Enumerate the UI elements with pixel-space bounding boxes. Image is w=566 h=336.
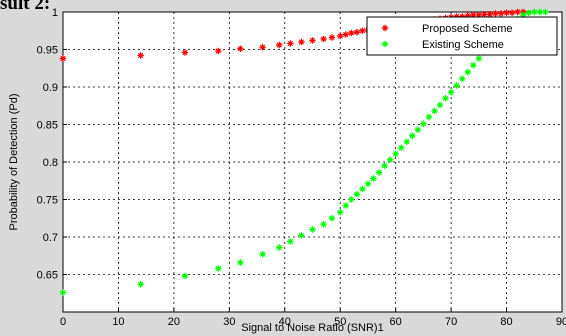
- y-axis-label: Probability of Detection (Pd): [8, 94, 20, 231]
- data-point: [298, 232, 304, 238]
- data-point: [514, 9, 520, 15]
- y-tick-label: 1: [52, 7, 58, 19]
- data-point: [453, 82, 459, 88]
- y-tick-label: 0.7: [43, 232, 58, 244]
- data-point: [503, 10, 509, 16]
- data-point: [329, 215, 335, 221]
- data-point: [287, 238, 293, 244]
- x-tick-label: 0: [60, 316, 66, 328]
- data-point: [531, 9, 537, 15]
- data-point: [459, 76, 465, 82]
- y-tick-label: 0.75: [37, 195, 58, 207]
- data-point: [409, 133, 415, 139]
- data-point: [287, 40, 293, 46]
- data-point: [365, 181, 371, 187]
- data-point: [298, 39, 304, 45]
- y-tick-label: 0.85: [37, 120, 58, 132]
- data-point: [182, 49, 188, 55]
- x-tick-label: 80: [500, 316, 512, 328]
- x-tick-label: 90: [556, 316, 566, 328]
- data-point: [526, 10, 532, 16]
- y-tick-label: 0.8: [43, 157, 58, 169]
- data-point: [442, 95, 448, 101]
- x-tick-label: 20: [168, 316, 180, 328]
- x-axis-label: Signal to Noise Ratio (SNR)1: [241, 322, 383, 334]
- data-point: [398, 145, 404, 151]
- x-tick-label: 10: [112, 316, 124, 328]
- y-tick-label: 0.65: [37, 270, 58, 282]
- data-point: [337, 33, 343, 39]
- data-point: [487, 11, 493, 17]
- plot-area: [63, 12, 562, 312]
- data-point: [476, 55, 482, 61]
- x-tick-label: 60: [390, 316, 402, 328]
- data-point: [537, 9, 543, 15]
- legend: Proposed Scheme Existing Scheme: [367, 17, 557, 55]
- data-point: [376, 169, 382, 175]
- legend-label: Existing Scheme: [422, 39, 504, 51]
- data-point: [320, 221, 326, 227]
- data-point: [415, 127, 421, 133]
- x-tick-label: 30: [223, 316, 235, 328]
- data-point: [337, 209, 343, 215]
- data-point: [392, 151, 398, 157]
- x-tick-label: 70: [445, 316, 457, 328]
- data-point: [359, 186, 365, 192]
- data-point: [509, 10, 515, 16]
- data-point: [259, 44, 265, 50]
- data-point: [542, 9, 548, 15]
- data-point: [359, 28, 365, 34]
- y-tick-label: 0.95: [37, 45, 58, 57]
- legend-label: Proposed Scheme: [422, 23, 513, 35]
- y-tick-label: 0.9: [43, 82, 58, 94]
- data-point: [329, 34, 335, 40]
- data-point: [470, 62, 476, 68]
- data-point: [348, 30, 354, 36]
- data-point: [60, 55, 66, 61]
- data-point: [320, 36, 326, 42]
- data-point: [426, 114, 432, 120]
- data-point: [137, 52, 143, 58]
- data-point: [348, 196, 354, 202]
- data-point: [215, 48, 221, 54]
- data-point: [381, 163, 387, 169]
